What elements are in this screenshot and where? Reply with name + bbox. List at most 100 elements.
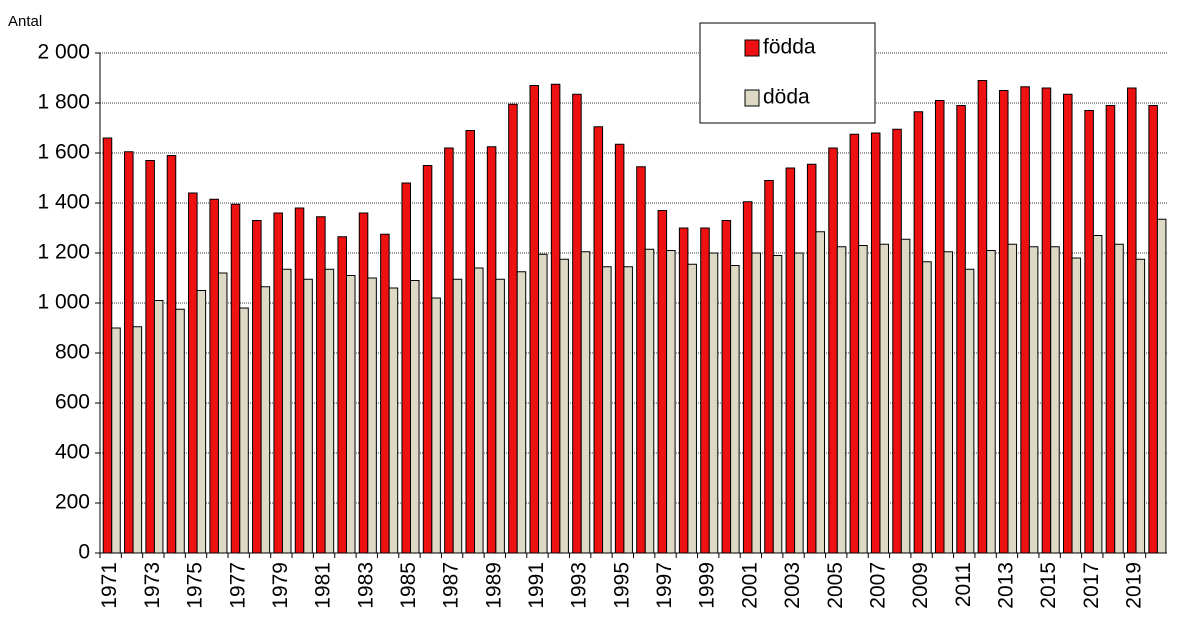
x-tick-label: 1985 [397,562,420,609]
bar [516,271,527,554]
bar [102,137,113,554]
x-tick-label: 1971 [98,562,121,609]
bar [964,268,975,554]
y-tick-label: 1 200 [37,241,90,264]
bar [145,160,155,554]
bar [623,266,633,554]
x-tick-label: 1991 [525,562,548,609]
bar [409,280,420,554]
bar [303,278,313,554]
x-tick-label: 2003 [781,562,804,609]
bar [166,155,177,554]
bar [1105,105,1116,554]
bar [580,251,591,554]
bar [836,246,847,554]
bar [153,300,164,554]
bar [1007,243,1018,554]
bar [815,231,825,554]
bar [742,201,753,554]
bar [175,308,185,554]
x-tick-label: 2009 [909,562,932,609]
x-tick-label: 2013 [994,562,1017,609]
bar [465,130,476,554]
y-tick-label: 1 800 [37,91,90,114]
bar [111,327,121,554]
x-tick-label: 2005 [824,562,847,609]
legend-swatch [744,39,760,57]
bar [858,245,868,554]
bar [188,192,198,554]
bar [636,166,646,554]
x-tick-label: 1995 [610,562,633,609]
bar [1127,87,1137,554]
bar [870,132,881,554]
y-tick-label: 800 [55,341,90,364]
x-tick-label: 2015 [1037,562,1060,609]
y-tick-label: 400 [55,441,90,464]
bar [986,250,996,554]
bar [1063,93,1073,554]
bar [772,255,783,554]
bar [1156,218,1167,554]
bar [602,266,612,554]
bar [1084,110,1094,554]
bar [1050,246,1060,554]
bar [956,105,966,554]
y-tick-label: 2 000 [37,41,90,64]
bar [977,80,988,554]
bar [1092,235,1103,554]
x-tick-label: 2007 [866,562,889,609]
x-tick-label: 1973 [141,562,164,609]
bar [388,287,399,554]
bar [260,286,271,554]
bar [294,207,305,554]
bar [1028,246,1039,554]
y-tick-label: 0 [78,541,90,564]
bar [1041,87,1052,554]
bar [708,252,719,554]
bar [239,307,249,554]
bar [593,126,604,554]
x-tick-label: 1997 [653,562,676,609]
bar [486,146,497,554]
bar [230,203,241,554]
bar [644,248,655,554]
x-tick-label: 1993 [568,562,591,609]
bar [337,236,347,554]
legend-box [699,22,876,124]
bar [922,261,932,554]
bar [474,267,484,554]
bar [550,83,561,554]
bar [828,147,838,554]
y-tick-label: 200 [55,491,90,514]
x-tick-label: 1983 [354,562,377,609]
bar [678,227,689,554]
legend-label: födda [763,36,816,59]
bar [196,290,207,554]
bar [913,111,924,554]
bar [687,263,697,554]
bar [794,252,804,554]
x-tick-label: 2017 [1080,562,1103,609]
x-tick-label: 1989 [482,562,505,609]
bar [273,212,283,554]
bar [572,93,582,554]
bar [892,128,902,554]
bar [764,180,774,554]
x-tick-label: 1975 [184,562,207,609]
x-tick-label: 1979 [269,562,292,609]
bar [529,85,540,554]
bar [730,265,740,554]
x-tick-label: 2011 [952,562,975,607]
bar [252,220,262,554]
bar [785,167,796,554]
bar [495,278,505,554]
legend-swatch [744,89,760,107]
bar [452,278,463,554]
bar [559,258,569,554]
x-tick-label: 1999 [696,562,719,609]
y-tick-label: 1 600 [37,141,90,164]
bar [943,251,954,554]
bar [401,182,411,554]
